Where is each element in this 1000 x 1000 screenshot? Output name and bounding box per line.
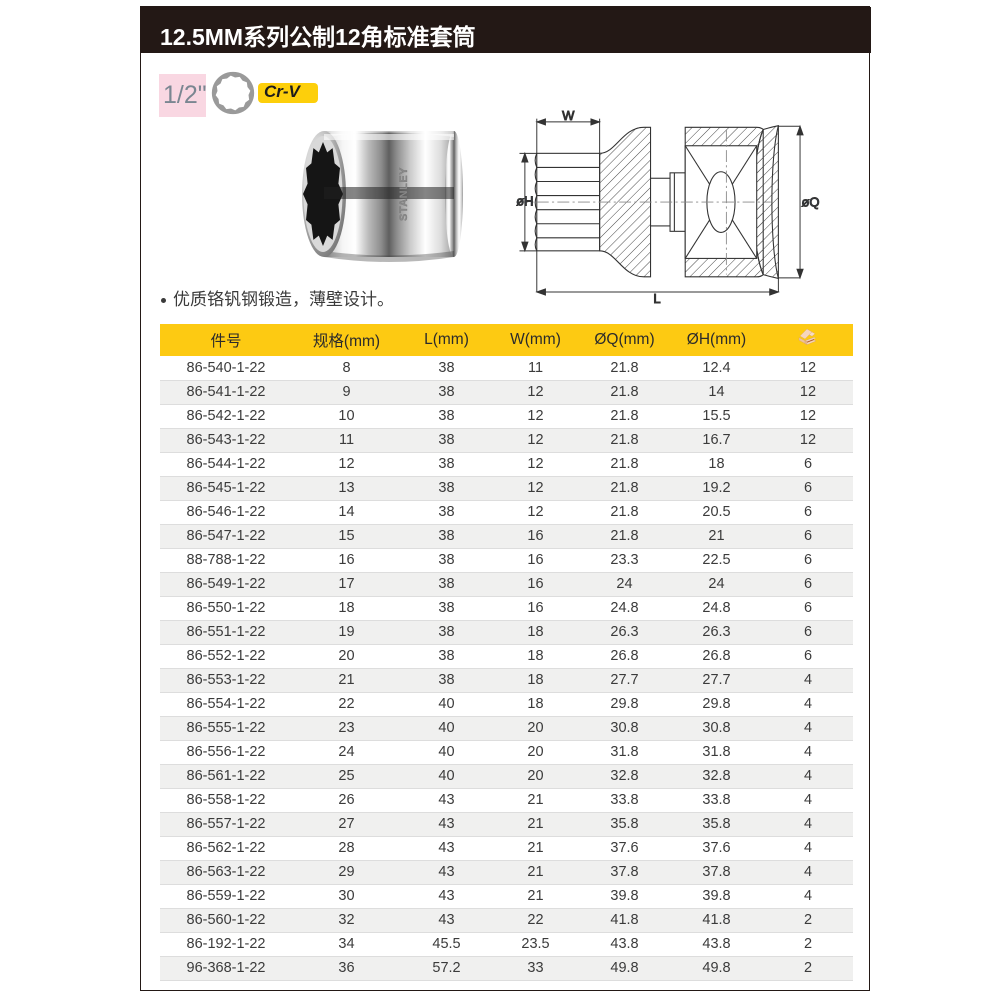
svg-text:L: L xyxy=(653,291,660,305)
svg-text:W: W xyxy=(562,110,575,123)
svg-text:øQ: øQ xyxy=(801,194,819,209)
svg-text:STANLEY: STANLEY xyxy=(398,167,410,221)
svg-text:øH: øH xyxy=(516,193,533,208)
